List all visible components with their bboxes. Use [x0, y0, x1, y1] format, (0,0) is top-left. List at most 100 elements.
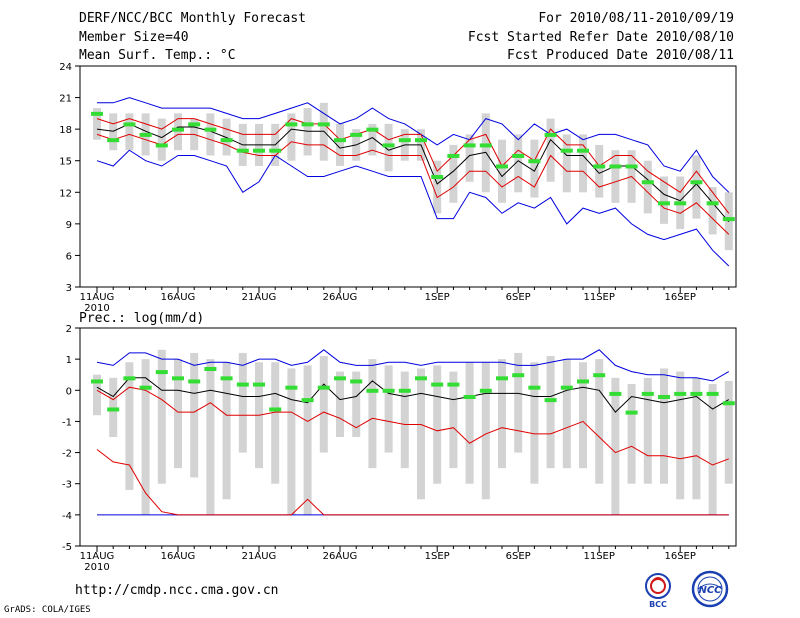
precip-inner-upper-line — [96, 386, 729, 466]
temp-median-mark — [641, 180, 654, 185]
temp-x-tick-label: 16SEP — [664, 292, 695, 303]
precip-median-mark — [301, 398, 314, 403]
source-url-link[interactable]: http://cmdp.ncc.cma.gov.cn — [75, 583, 279, 598]
temp-median-mark — [253, 148, 265, 153]
precip-box — [611, 377, 620, 515]
temp-median-mark — [269, 148, 282, 153]
precip-box — [449, 371, 458, 469]
precip-box — [514, 352, 523, 453]
temp-box — [692, 155, 701, 219]
precip-box — [287, 368, 296, 515]
temp-box — [530, 139, 539, 198]
ncc-logo-text: NCC — [698, 585, 722, 596]
precip-box — [206, 359, 215, 515]
temp-median-mark — [560, 148, 573, 153]
chart-title: DERF/NCC/BCC Monthly Forecast — [79, 11, 306, 26]
precip-x-year-label: 2010 — [84, 562, 109, 573]
precip-box — [303, 365, 312, 515]
temp-box — [498, 139, 506, 203]
temp-median-mark — [236, 148, 249, 153]
temp-median-mark — [188, 122, 201, 127]
temp-median-mark — [431, 175, 444, 179]
precip-median-mark — [415, 376, 427, 381]
precip-median-mark — [139, 385, 152, 390]
temp-inner-upper-line — [96, 118, 730, 214]
temp-box — [157, 118, 166, 161]
temp-max-line — [97, 97, 730, 193]
precip-box — [93, 374, 101, 416]
temp-median-mark — [155, 143, 168, 148]
precip-box — [595, 359, 604, 484]
precip-median-mark — [593, 373, 606, 378]
temp-median-mark — [382, 143, 395, 148]
precip-median-mark — [123, 376, 136, 381]
precip-median-mark — [625, 410, 638, 415]
temp-min-line — [96, 149, 730, 267]
temp-box — [514, 134, 523, 193]
temp-box — [562, 134, 571, 193]
precip-x-tick-label: 16AUG — [161, 551, 196, 562]
temp-x-tick-label: 11AUG — [80, 292, 115, 303]
precip-median-mark — [188, 379, 201, 384]
temp-median-mark — [463, 143, 476, 148]
precip-box — [384, 365, 393, 453]
precip-median-mark — [674, 391, 687, 396]
precip-y-tick-label: -5 — [62, 542, 72, 553]
temp-x-tick-label: 26AUG — [323, 292, 358, 303]
temp-box — [125, 113, 134, 151]
precip-y-tick-label: 1 — [66, 355, 72, 366]
precip-median-mark — [269, 407, 282, 412]
precip-median-mark — [382, 388, 395, 393]
precip-median-mark — [107, 407, 120, 412]
precip-x-tick-label: 11AUG — [80, 551, 115, 562]
temp-median-mark — [91, 111, 103, 116]
precip-box — [319, 356, 328, 453]
temp-box — [546, 118, 555, 182]
ncc-logo: NCC — [691, 570, 729, 608]
precip-median-mark — [155, 370, 168, 375]
precip-median-mark — [722, 401, 735, 406]
temp-box — [611, 150, 620, 203]
temp-box — [287, 113, 296, 161]
precip-box — [190, 352, 199, 478]
precip-box — [579, 362, 587, 469]
precip-median-mark — [706, 391, 719, 396]
temp-mean-line — [96, 123, 730, 223]
temp-median-mark — [366, 127, 379, 132]
precip-box — [643, 377, 652, 484]
temp-box — [303, 108, 312, 156]
temp-box — [109, 113, 118, 151]
precip-box — [562, 359, 571, 469]
temp-median-mark — [172, 127, 184, 132]
temp-median-mark — [398, 138, 411, 143]
temp-box — [222, 118, 231, 156]
temp-y-tick-label: 3 — [66, 283, 72, 294]
variable-label: Mean Surf. Temp.: °C — [79, 48, 236, 63]
temp-x-tick-label: 6SEP — [506, 292, 531, 303]
precip-median-mark — [496, 376, 508, 381]
precip-box — [352, 371, 361, 437]
precip-median-mark — [204, 366, 217, 371]
precip-box — [368, 359, 377, 469]
precip-box — [157, 349, 166, 484]
temp-box — [660, 176, 668, 224]
precip-median-mark — [366, 388, 379, 393]
temp-y-tick-label: 6 — [66, 251, 72, 262]
temp-box — [206, 113, 215, 156]
temp-median-mark — [625, 164, 638, 169]
temp-median-mark — [479, 143, 492, 148]
temp-median-mark — [577, 148, 589, 153]
precip-box — [222, 362, 231, 500]
precip-median-mark — [512, 373, 525, 378]
precip-median-mark — [479, 388, 492, 393]
grads-credit: GrADS: COLA/IGES — [4, 605, 91, 615]
precip-panel-title: Prec.: log(mm/d) — [79, 311, 205, 326]
temp-x-year-label: 2010 — [84, 303, 109, 314]
bcc-logo: BCC — [645, 573, 671, 609]
fcst-produced-label: Fcst Produced Date 2010/08/11 — [507, 48, 734, 63]
temp-x-tick-label: 21AUG — [242, 292, 277, 303]
temp-y-tick-label: 21 — [59, 94, 72, 105]
precip-box — [498, 359, 506, 469]
precip-y-tick-label: -1 — [62, 417, 72, 428]
temp-median-mark — [706, 201, 719, 206]
